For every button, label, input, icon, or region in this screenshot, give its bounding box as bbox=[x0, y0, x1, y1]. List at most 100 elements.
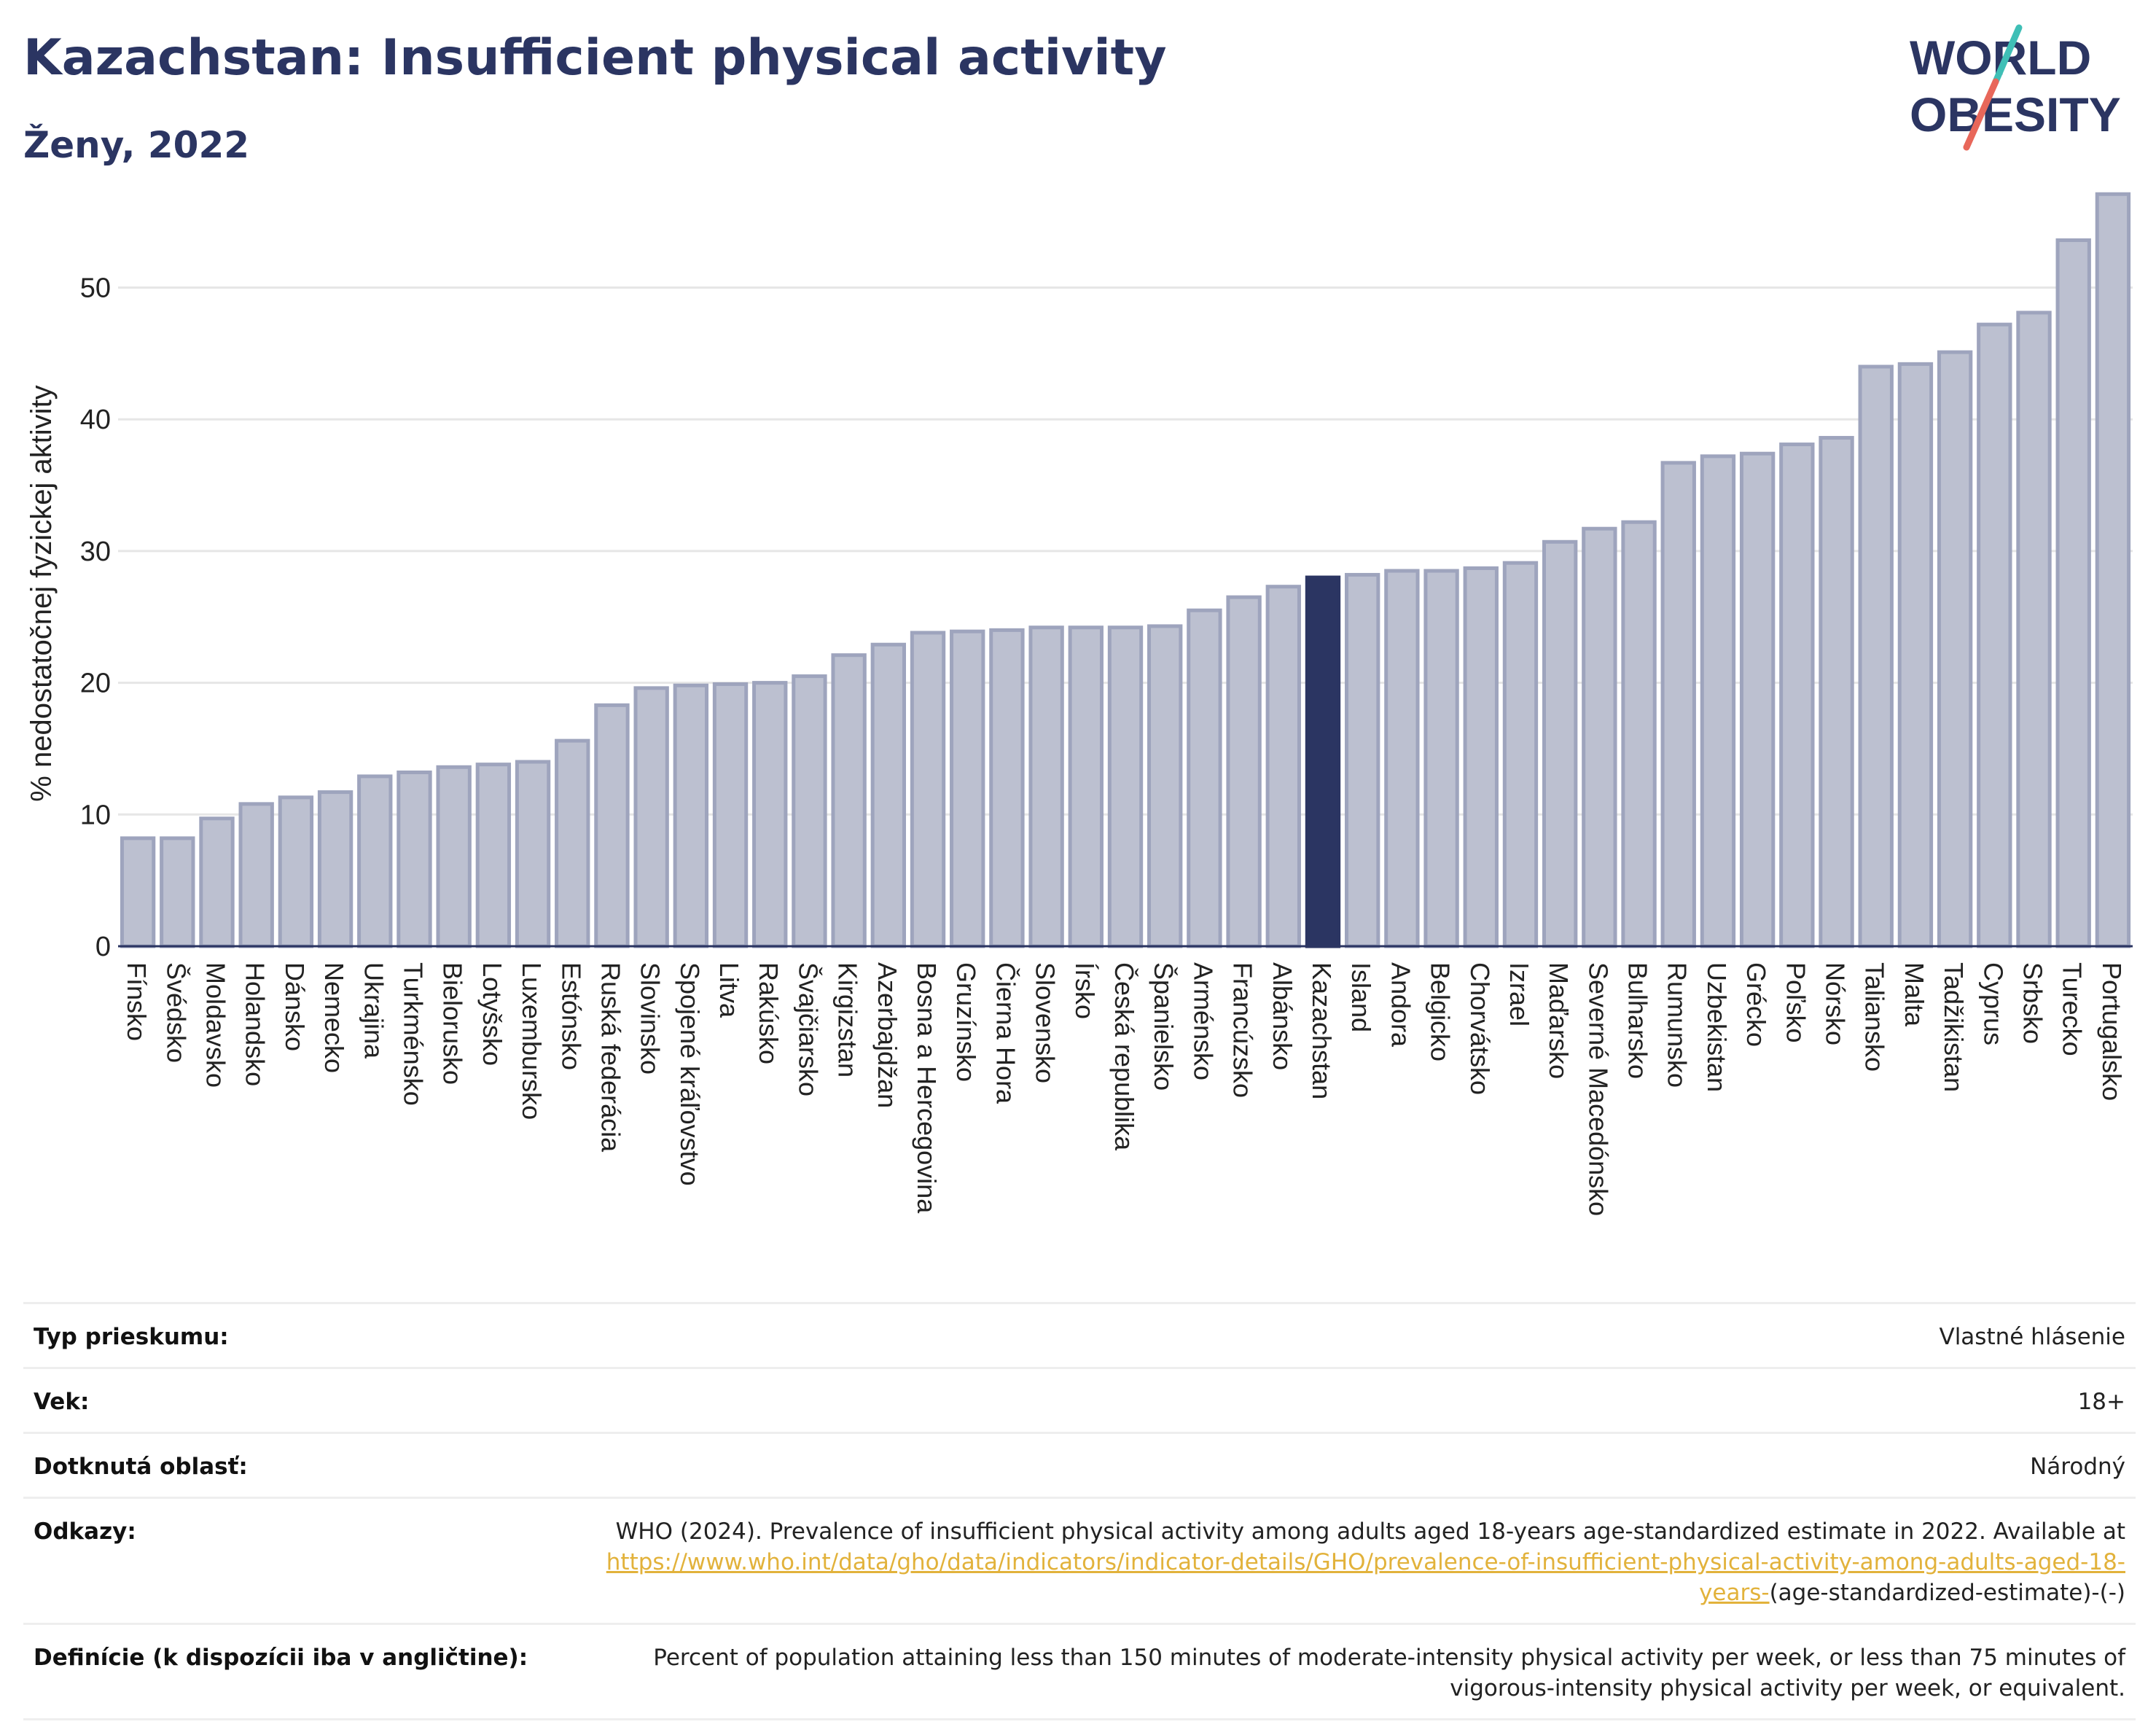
bar-Malta bbox=[1897, 362, 1934, 948]
bar-Ukrajina bbox=[357, 774, 393, 948]
bar-Francúzsko bbox=[1226, 595, 1262, 948]
y-tick-label: 0 bbox=[95, 932, 111, 962]
bar-Fínsko bbox=[120, 836, 156, 948]
x-tick-label: Estónsko bbox=[556, 962, 586, 1070]
x-tick-label: Azerbajdžan bbox=[872, 962, 902, 1108]
bar-Luxembursko bbox=[515, 760, 551, 948]
bar-Azerbajdžan bbox=[870, 642, 907, 948]
x-tick-label: Chorvátsko bbox=[1465, 962, 1495, 1095]
x-tick-label: Tadžikistan bbox=[1939, 962, 1969, 1092]
y-tick-labels: 0 10 20 30 40 50 bbox=[80, 273, 111, 962]
x-tick-label: Srbsko bbox=[2018, 962, 2048, 1044]
logo-slash-teal bbox=[1992, 24, 2023, 85]
x-tick-label: Albánsko bbox=[1268, 962, 1297, 1070]
bar-Albánsko bbox=[1265, 585, 1301, 948]
survey-type-label: Typ prieskumu: bbox=[34, 1324, 229, 1350]
x-tick-label: Kirgizstan bbox=[833, 962, 863, 1077]
x-tick-label: Holandsko bbox=[241, 962, 270, 1086]
bar-Maďarsko bbox=[1542, 539, 1578, 948]
bar-Slovinsko bbox=[633, 686, 669, 948]
age-value: 18+ bbox=[2077, 1389, 2125, 1415]
bar-Arménsko bbox=[1187, 608, 1222, 948]
bar-Ruská federácia bbox=[594, 703, 630, 948]
info-row-references: Odkazy: WHO (2024). Prevalence of insuff… bbox=[23, 1499, 2136, 1625]
bar-Švédsko bbox=[160, 836, 195, 948]
bar-Chorvátsko bbox=[1463, 566, 1499, 948]
bar-Turecko bbox=[2055, 238, 2091, 948]
x-tick-label: Severné Macedónsko bbox=[1583, 962, 1613, 1216]
bar-Turkménsko bbox=[397, 770, 432, 948]
bar-Estónsko bbox=[555, 738, 590, 948]
bar-Srbsko bbox=[2016, 311, 2052, 948]
bar-Spojené kráľovstvo bbox=[673, 683, 709, 948]
definitions-label: Definície (k dispozícii iba v angličtine… bbox=[34, 1645, 528, 1671]
x-tick-label: Španielsko bbox=[1149, 962, 1179, 1091]
x-tick-label: Ruská federácia bbox=[595, 962, 625, 1153]
x-tick-label: Slovensko bbox=[1031, 962, 1061, 1083]
x-tick-label: Island bbox=[1346, 962, 1376, 1032]
bar-Island bbox=[1344, 572, 1380, 948]
logo-slash-coral bbox=[1963, 78, 1999, 151]
bar-Taliansko bbox=[1858, 364, 1894, 948]
x-tick-label: Litva bbox=[714, 962, 744, 1018]
x-tick-label: Dánsko bbox=[280, 962, 310, 1051]
info-row-area: Dotknutá oblasť: Národný bbox=[23, 1434, 2136, 1499]
x-tick-label: Maďarsko bbox=[1544, 962, 1574, 1079]
chart-title: Kazachstan: Insufficient physical activi… bbox=[23, 29, 1167, 87]
x-tick-label: Bielorusko bbox=[438, 962, 468, 1085]
x-tick-label: Fínsko bbox=[122, 962, 152, 1041]
references-value: WHO (2024). Prevalence of insufficient p… bbox=[558, 1516, 2125, 1608]
y-axis-title: % nedostatočnej fyzickej aktivity bbox=[26, 385, 58, 801]
x-tick-label: Uzbekistan bbox=[1702, 962, 1732, 1092]
bar-Rakúsko bbox=[752, 681, 788, 948]
bar-Moldavsko bbox=[199, 816, 235, 948]
bar-Holandsko bbox=[238, 802, 274, 948]
bar-Izrael bbox=[1502, 561, 1539, 948]
x-tick-label: Malta bbox=[1899, 962, 1929, 1027]
bar-Litva bbox=[712, 682, 749, 948]
x-tick-label: Lotyšsko bbox=[477, 962, 507, 1066]
bar-Bulharsko bbox=[1621, 520, 1657, 948]
x-tick-label: Švédsko bbox=[161, 962, 191, 1063]
bar-Portugalsko bbox=[2095, 192, 2131, 948]
x-tick-label: Rakúsko bbox=[754, 962, 784, 1064]
x-tick-label: Izrael bbox=[1504, 962, 1534, 1026]
x-tick-label: Nemecko bbox=[319, 962, 349, 1073]
x-tick-label: Bulharsko bbox=[1623, 962, 1653, 1079]
info-row-age: Vek: 18+ bbox=[23, 1369, 2136, 1434]
x-tick-label: Luxembursko bbox=[517, 962, 547, 1120]
x-tick-label: Ukrajina bbox=[359, 962, 388, 1059]
y-tick-label: 20 bbox=[80, 668, 111, 699]
x-tick-label: Moldavsko bbox=[200, 962, 230, 1088]
x-tick-label: Turkménsko bbox=[398, 962, 428, 1106]
x-tick-label: Poľsko bbox=[1781, 962, 1811, 1043]
x-tick-labels: Fínsko Švédsko Moldavsko Holandsko Dánsko Nem… bbox=[122, 962, 2127, 1216]
chart-subtitle: Ženy, 2022 bbox=[23, 124, 250, 166]
info-table: Typ prieskumu: Vlastné hlásenie Vek: 18+… bbox=[23, 1302, 2136, 1720]
bar-Dánsko bbox=[278, 795, 314, 948]
bar-Andora bbox=[1384, 569, 1420, 948]
info-row-definitions: Definície (k dispozícii iba v angličtine… bbox=[23, 1625, 2136, 1720]
references-suffix: (age-standardized-estimate)-(-) bbox=[1769, 1580, 2125, 1606]
references-label: Odkazy: bbox=[34, 1518, 136, 1545]
references-link[interactable]: https://www.who.int/data/gho/data/indica… bbox=[606, 1549, 2125, 1606]
x-tick-label: Rumunsko bbox=[1663, 962, 1692, 1088]
age-label: Vek: bbox=[34, 1389, 90, 1415]
area-value: Národný bbox=[2030, 1454, 2125, 1480]
x-tick-label: Čierna Hora bbox=[991, 962, 1020, 1104]
bars bbox=[120, 192, 2131, 948]
x-tick-label: Taliansko bbox=[1860, 962, 1890, 1072]
info-row-survey-type: Typ prieskumu: Vlastné hlásenie bbox=[23, 1304, 2136, 1369]
bar-Nemecko bbox=[317, 790, 354, 948]
bar-Belgicko bbox=[1423, 569, 1459, 948]
bar-Poľsko bbox=[1779, 442, 1815, 948]
x-tick-label: Belgicko bbox=[1426, 962, 1456, 1061]
x-tick-label: Turecko bbox=[2058, 962, 2087, 1056]
bar-Kazachstan bbox=[1305, 575, 1341, 948]
bar-Švajčiarsko bbox=[792, 674, 827, 948]
bar-Kirgizstan bbox=[831, 653, 867, 948]
y-tick-label: 50 bbox=[80, 273, 111, 304]
bar-Bosna a Hercegovina bbox=[910, 631, 946, 948]
bar-Tadžikistan bbox=[1937, 350, 1973, 948]
x-tick-label: Švajčiarsko bbox=[793, 962, 823, 1096]
